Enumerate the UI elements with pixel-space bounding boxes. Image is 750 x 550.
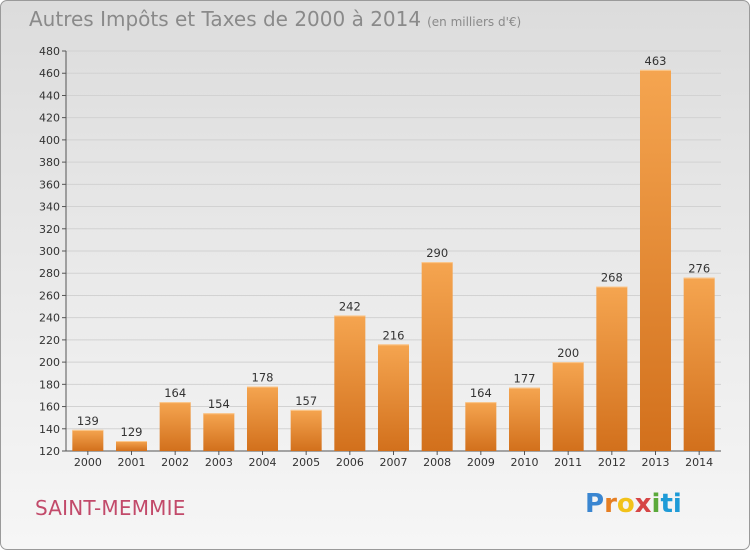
bar-2000 <box>72 429 104 451</box>
bar-2004 <box>247 386 278 451</box>
logo-letter: r <box>604 489 617 519</box>
y-tick-label: 300 <box>39 245 60 258</box>
data-label-2010: 177 <box>514 372 536 386</box>
y-tick-label: 120 <box>39 445 60 458</box>
x-tick-label-2006: 2006 <box>336 456 364 469</box>
y-tick-label: 140 <box>39 423 60 436</box>
y-tick-label: 200 <box>39 356 60 369</box>
data-label-2004: 178 <box>252 371 274 385</box>
y-tick-label: 240 <box>39 312 60 325</box>
x-tick-label-2010: 2010 <box>511 456 539 469</box>
x-tick-label-2007: 2007 <box>380 456 408 469</box>
x-tick-label-2011: 2011 <box>554 456 582 469</box>
x-tick-label-2003: 2003 <box>205 456 233 469</box>
y-tick-label: 260 <box>39 289 60 302</box>
data-labels: 139 129 164 154 178 157 242 216 290 164 177 200 268 4… <box>77 54 710 439</box>
x-tick-label-2001: 2001 <box>118 456 146 469</box>
data-label-2009: 164 <box>470 386 492 400</box>
y-tick-label: 340 <box>39 201 60 214</box>
data-label-2007: 216 <box>383 328 405 342</box>
data-label-2012: 268 <box>601 271 623 285</box>
bar-2006 <box>334 315 366 451</box>
proxiti-logo: Proxiti <box>585 489 682 519</box>
data-label-2005: 157 <box>295 394 317 408</box>
bar-2009 <box>465 402 497 451</box>
bar-2002 <box>159 402 191 451</box>
bar-2001 <box>116 441 147 451</box>
x-tick-label-2014: 2014 <box>685 456 713 469</box>
chart-unit-label: (en milliers d'€) <box>427 15 522 29</box>
chart-title: Autres Impôts et Taxes de 2000 à 2014 (en… <box>29 7 521 31</box>
bar-2011 <box>552 362 584 451</box>
y-tick-label: 320 <box>39 223 60 236</box>
x-tick-label-2013: 2013 <box>642 456 670 469</box>
bar-2007 <box>378 344 409 451</box>
y-tick-label: 380 <box>39 156 60 169</box>
x-tick-label-2012: 2012 <box>598 456 626 469</box>
y-tick-label: 480 <box>39 45 60 58</box>
chart-title-text: Autres Impôts et Taxes de 2000 à 2014 <box>29 7 422 31</box>
x-tick-label-2002: 2002 <box>161 456 189 469</box>
y-tick-label: 160 <box>39 401 60 414</box>
logo-letter: P <box>585 489 605 519</box>
bar-2003 <box>203 413 235 451</box>
data-label-2000: 139 <box>77 414 99 428</box>
logo-letter: i <box>651 489 661 519</box>
data-label-2006: 242 <box>339 299 361 313</box>
data-label-2003: 154 <box>208 397 230 411</box>
data-label-2002: 164 <box>164 386 186 400</box>
y-tick-label: 420 <box>39 112 60 125</box>
x-tick-label-2009: 2009 <box>467 456 495 469</box>
y-tick-label: 220 <box>39 334 60 347</box>
y-tick-label: 360 <box>39 178 60 191</box>
y-tick-labels: 120 140 160 180 200 220 240 260 280 300 320 340 360 3… <box>39 45 60 458</box>
y-tick-label: 280 <box>39 267 60 280</box>
x-tick-labels: 2000 2001 2002 2003 2004 2005 2006 2007 2008 2009… <box>74 456 713 469</box>
data-label-2013: 463 <box>645 54 667 68</box>
bar-2014 <box>683 277 715 451</box>
x-tick-label-2000: 2000 <box>74 456 102 469</box>
commune-name: SAINT-MEMMIE <box>35 496 186 520</box>
data-label-2014: 276 <box>688 262 710 276</box>
logo-letter: o <box>616 489 635 519</box>
x-tick-label-2005: 2005 <box>292 456 320 469</box>
data-label-2008: 290 <box>426 246 448 260</box>
bar-2008 <box>421 262 453 451</box>
bar-2012 <box>596 286 628 451</box>
logo-letter: ti <box>660 489 682 519</box>
data-label-2001: 129 <box>121 425 143 439</box>
logo-letter: x <box>634 489 652 519</box>
bar-2010 <box>509 387 540 451</box>
data-label-2011: 200 <box>557 346 579 360</box>
x-tick-label-2004: 2004 <box>249 456 277 469</box>
bars <box>72 69 715 451</box>
x-tick-label-2008: 2008 <box>423 456 451 469</box>
y-tick-label: 440 <box>39 89 60 102</box>
y-tick-label: 460 <box>39 67 60 80</box>
y-tick-label: 180 <box>39 378 60 391</box>
bar-2005 <box>290 409 322 451</box>
bar-2013 <box>640 69 671 451</box>
y-tick-label: 400 <box>39 134 60 147</box>
